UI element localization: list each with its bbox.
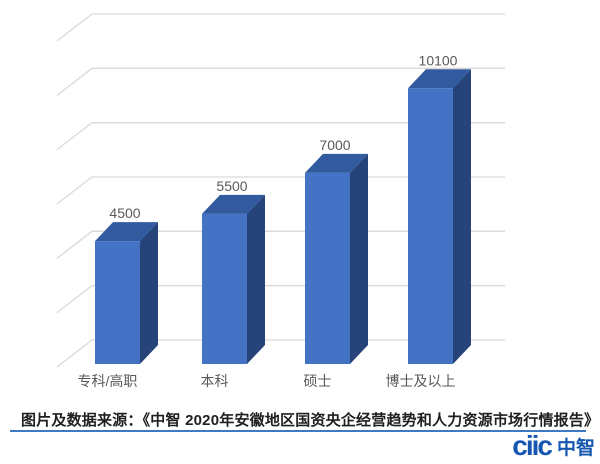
gridline bbox=[56, 122, 505, 151]
bar-top-face bbox=[408, 69, 471, 89]
gridline bbox=[56, 13, 505, 42]
bar-front-face bbox=[202, 213, 247, 364]
value-label: 5500 bbox=[216, 178, 247, 194]
ciic-logo: ciic 中智 bbox=[512, 429, 595, 461]
bar-top-face bbox=[305, 153, 368, 173]
bar-front-face bbox=[305, 172, 350, 364]
source-caption: 图片及数据来源：《中智 2020年安徽地区国资央企经营趋势和人力资源市场行情报告… bbox=[21, 412, 600, 429]
divider-rule bbox=[10, 430, 586, 432]
ciic-logo-cjk: 中智 bbox=[556, 438, 595, 459]
value-label: 4500 bbox=[109, 205, 140, 221]
category-label: 博士及以上 bbox=[386, 373, 456, 389]
bar-top-face bbox=[95, 222, 158, 242]
bar-front-face bbox=[408, 88, 453, 365]
bar-side-face bbox=[247, 194, 265, 364]
bar-side-face bbox=[350, 153, 368, 364]
category-label: 专科/高职 bbox=[78, 373, 138, 389]
bar-side-face bbox=[140, 222, 158, 364]
bar-front-face bbox=[95, 241, 140, 364]
bar-top-face bbox=[202, 194, 265, 214]
value-label: 7000 bbox=[319, 137, 350, 153]
bar-side-face bbox=[453, 69, 471, 365]
value-label: 10100 bbox=[419, 52, 458, 68]
category-label: 硕士 bbox=[304, 373, 332, 389]
gridline bbox=[56, 67, 505, 96]
ciic-logo-latin: ciic bbox=[512, 429, 553, 461]
bar-chart-3d: 4500 专科/高职 5500 本科 7000 硕士 10100 博士及以上 bbox=[56, 13, 505, 389]
category-label: 本科 bbox=[201, 373, 229, 389]
